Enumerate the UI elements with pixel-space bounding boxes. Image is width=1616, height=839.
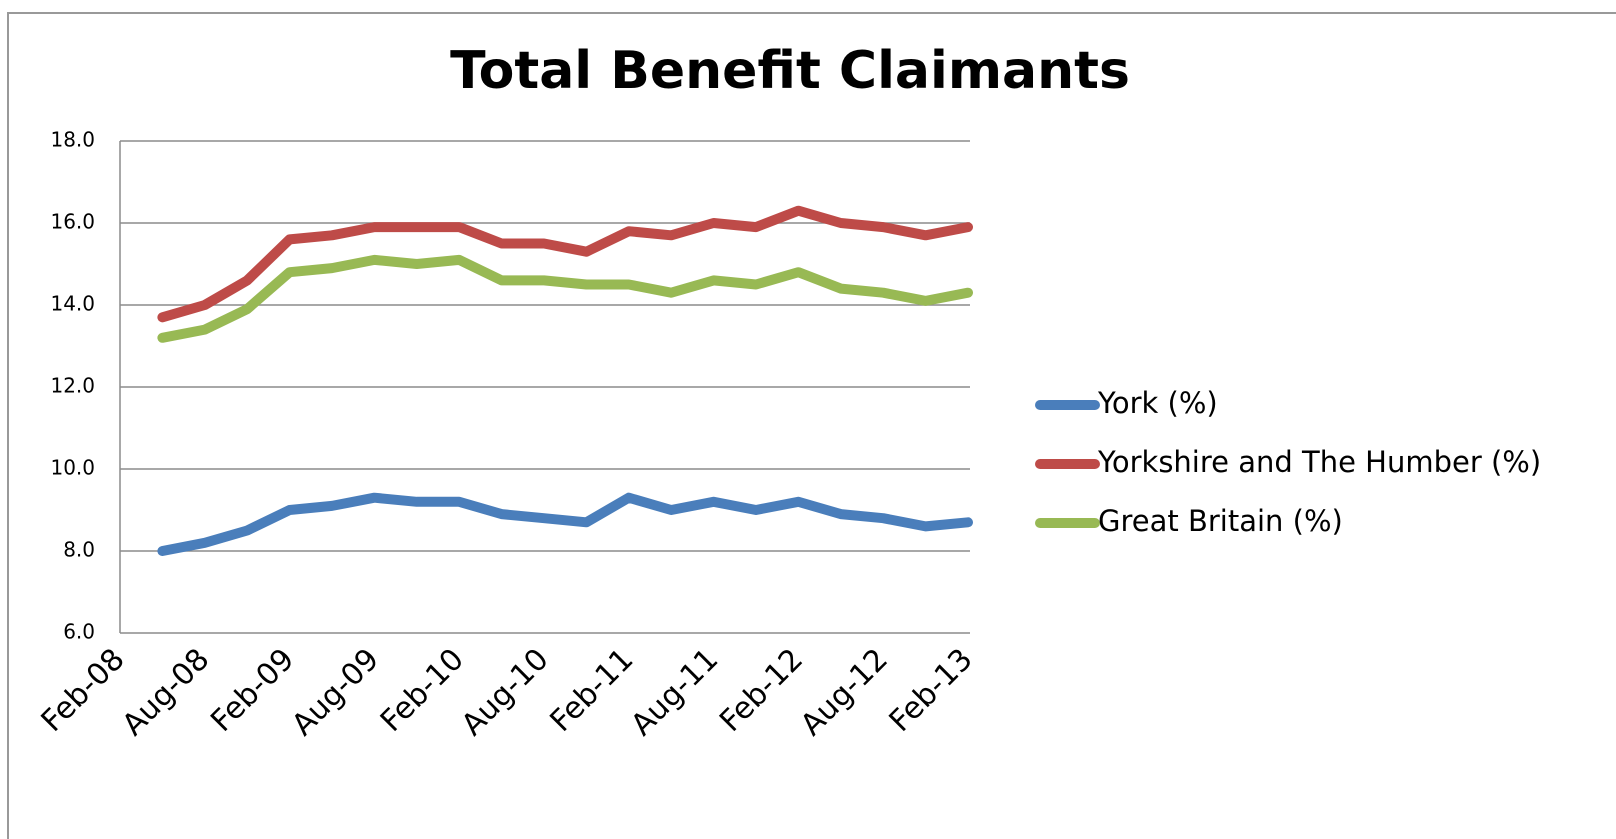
x-tick-label: Aug-09 (285, 642, 386, 743)
series-line (157, 254, 973, 343)
x-tick-label: Aug-10 (455, 642, 556, 743)
series-line (157, 205, 973, 323)
y-tick-label: 18.0 (50, 128, 95, 152)
y-tick-label: 16.0 (50, 210, 95, 234)
x-tick-label: Feb-13 (883, 642, 980, 739)
x-tick-label: Feb-08 (35, 642, 132, 739)
y-tick-label: 12.0 (50, 374, 95, 398)
x-tick-label: Aug-12 (794, 642, 895, 743)
chart-title: Total Benefit Claimants (450, 41, 1130, 101)
y-tick-label: 6.0 (63, 620, 95, 644)
x-tick-label: Feb-12 (713, 642, 810, 739)
y-tick-label: 10.0 (50, 456, 95, 480)
series-line (157, 492, 973, 556)
legend-label: Great Britain (%) (1098, 504, 1343, 538)
y-tick-label: 8.0 (63, 538, 95, 562)
x-tick-label: Feb-09 (204, 642, 301, 739)
x-tick-label: Aug-11 (624, 642, 725, 743)
chart-border (7, 12, 1616, 839)
legend-label: Yorkshire and The Humber (%) (1097, 445, 1541, 479)
x-tick-label: Feb-11 (544, 642, 641, 739)
x-tick-label: Feb-10 (374, 642, 471, 739)
y-tick-label: 14.0 (50, 292, 95, 316)
x-tick-label: Aug-08 (116, 642, 217, 743)
legend-label: York (%) (1097, 386, 1218, 420)
